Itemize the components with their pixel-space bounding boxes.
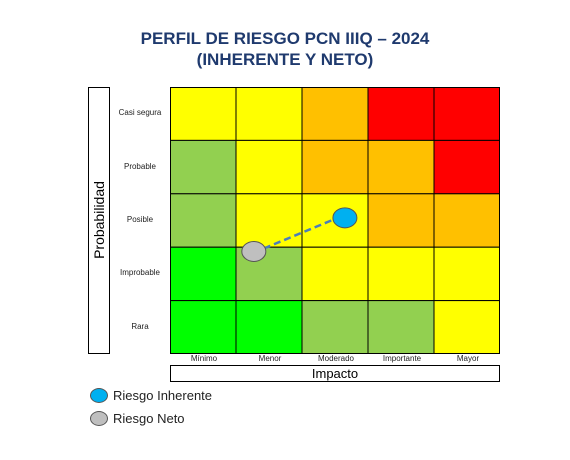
col-label-mayor: Mayor bbox=[456, 354, 480, 363]
x-axis-label: Impacto bbox=[170, 365, 500, 382]
y-axis-label: Probabilidad bbox=[91, 181, 107, 259]
point-riesgo-inherente bbox=[332, 207, 358, 229]
col-label-minimo: Mínimo bbox=[190, 354, 218, 363]
matrix-cell-r4-c1 bbox=[235, 300, 303, 354]
matrix-cell-r1-c4 bbox=[433, 139, 500, 195]
matrix-cell-r3-c4 bbox=[433, 246, 500, 302]
legend-label-neto: Riesgo Neto bbox=[113, 411, 185, 426]
connector-line bbox=[263, 218, 334, 250]
matrix-cell-r2-c3 bbox=[367, 193, 435, 248]
risk-matrix bbox=[170, 87, 500, 354]
matrix-cell-r3-c3 bbox=[367, 246, 435, 302]
matrix-cell-r3-c2 bbox=[301, 246, 369, 302]
matrix-cell-r3-c0 bbox=[170, 246, 237, 302]
row-label-casi-segura: Casi segura bbox=[118, 108, 162, 117]
legend-item-neto: Riesgo Neto bbox=[90, 411, 185, 426]
matrix-cell-r2-c0 bbox=[170, 193, 237, 248]
matrix-cell-r1-c1 bbox=[235, 139, 303, 195]
chart-title-line2: (INHERENTE Y NETO) bbox=[196, 50, 374, 69]
matrix-cell-r0-c1 bbox=[235, 87, 303, 141]
legend-label-inherente: Riesgo Inherente bbox=[113, 388, 213, 403]
matrix-cell-r0-c4 bbox=[433, 87, 500, 141]
matrix-cell-r2-c1 bbox=[235, 193, 303, 248]
matrix-cell-r0-c0 bbox=[170, 87, 237, 141]
matrix-cell-r4-c2 bbox=[301, 300, 369, 354]
col-label-importante: Importante bbox=[382, 354, 422, 363]
matrix-cell-r0-c2 bbox=[301, 87, 369, 141]
matrix-cell-r4-c0 bbox=[170, 300, 237, 354]
legend-marker-neto bbox=[90, 411, 108, 426]
legend-item-inherente: Riesgo Inherente bbox=[90, 388, 212, 403]
row-label-improbable: Improbable bbox=[119, 268, 161, 277]
matrix-cell-r1-c0 bbox=[170, 139, 237, 195]
point-riesgo-neto bbox=[241, 240, 267, 262]
col-label-moderado: Moderado bbox=[317, 354, 355, 363]
matrix-border bbox=[170, 87, 500, 354]
legend-marker-inherente bbox=[90, 388, 108, 403]
matrix-cell-r4-c3 bbox=[367, 300, 435, 354]
row-label-rara: Rara bbox=[131, 322, 149, 331]
col-label-menor: Menor bbox=[258, 354, 282, 363]
matrix-cell-r1-c2 bbox=[301, 139, 369, 195]
row-label-posible: Posible bbox=[126, 215, 154, 224]
y-axis-label-box bbox=[88, 87, 110, 354]
matrix-cell-r0-c3 bbox=[367, 87, 435, 141]
matrix-cell-r1-c3 bbox=[367, 139, 435, 195]
matrix-cell-r2-c4 bbox=[433, 193, 500, 248]
matrix-cell-r4-c4 bbox=[433, 300, 500, 354]
row-label-probable: Probable bbox=[123, 162, 157, 171]
chart-title-line1: PERFIL DE RIESGO PCN IIIQ – 2024 bbox=[140, 29, 430, 48]
